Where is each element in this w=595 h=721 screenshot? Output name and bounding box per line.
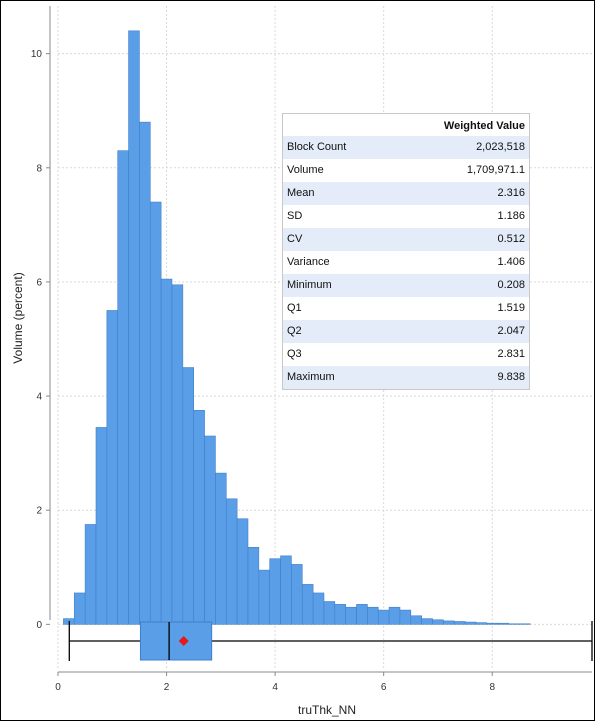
stats-row-label: Maximum xyxy=(287,371,335,383)
y-tick-label: 6 xyxy=(36,277,42,288)
box-iqr xyxy=(139,621,213,661)
histogram-bar xyxy=(149,201,162,625)
histogram-bar xyxy=(519,623,531,625)
stats-row-label: Q3 xyxy=(287,348,302,360)
histogram-bar xyxy=(128,30,140,625)
stats-row: Q2 2.047 xyxy=(283,320,529,343)
histogram-bar xyxy=(464,621,477,625)
stats-row-value: 0.208 xyxy=(497,279,525,291)
stats-row-value: 9.838 xyxy=(497,371,525,383)
y-axis-title: Volume (percent) xyxy=(11,272,25,363)
histogram-bar xyxy=(106,310,119,625)
histogram-bar xyxy=(443,620,455,625)
histogram-bar xyxy=(258,569,270,625)
x-tick-label: 0 xyxy=(55,682,61,693)
stats-table: Weighted Value Block Count 2,023,518 Volum… xyxy=(282,113,530,390)
stats-row: Block Count 2,023,518 xyxy=(283,136,529,159)
histogram-bar xyxy=(410,615,422,625)
stats-row: CV 0.512 xyxy=(283,228,529,251)
stats-row-value: 2.047 xyxy=(497,325,525,337)
histogram-bars xyxy=(63,30,531,625)
stats-header: Weighted Value xyxy=(443,120,525,132)
histogram-bar xyxy=(280,555,292,625)
histogram-bar xyxy=(475,622,488,625)
stats-rows: Block Count 2,023,518 Volume 1,709,971.1 Mea… xyxy=(283,136,529,389)
stats-row-value: 2,023,518 xyxy=(476,141,525,153)
stats-row: Mean 2.316 xyxy=(283,182,529,205)
histogram-bar xyxy=(334,604,346,625)
stats-row: Minimum 0.208 xyxy=(283,274,529,297)
box-mean-marker xyxy=(178,636,189,646)
stats-row-label: Q1 xyxy=(287,302,302,314)
histogram-bar xyxy=(84,524,97,625)
x-tick-label: 8 xyxy=(489,682,495,693)
histogram-bar xyxy=(117,150,129,625)
histogram-bar xyxy=(367,606,379,625)
x-axis-title: truThk_NN xyxy=(298,703,356,717)
histogram-bar xyxy=(497,622,509,625)
box-plot xyxy=(68,621,593,661)
stats-row-label: SD xyxy=(287,210,303,222)
stats-row: Q1 1.519 xyxy=(283,297,529,320)
stats-row-value: 0.512 xyxy=(497,233,525,245)
y-tick-label: 0 xyxy=(36,620,42,631)
x-tick-label: 2 xyxy=(164,682,170,693)
histogram-bar xyxy=(171,284,184,625)
histogram-bar xyxy=(432,619,444,625)
stats-row-value: 1.406 xyxy=(497,256,525,268)
histogram-bar xyxy=(95,427,108,625)
histogram-bar xyxy=(269,558,281,625)
x-tick-label: 6 xyxy=(381,682,387,693)
histogram-bar xyxy=(312,592,325,625)
histogram-bar xyxy=(204,435,216,625)
stats-row-label: CV xyxy=(287,233,303,245)
stats-row-label: Minimum xyxy=(287,279,332,291)
stats-row-label: Block Count xyxy=(287,141,347,153)
stats-row-value: 2.316 xyxy=(497,187,525,199)
histogram-bar xyxy=(225,498,238,625)
histogram-bar xyxy=(247,547,260,625)
histogram-bar xyxy=(139,121,151,625)
stats-row: Maximum 9.838 xyxy=(283,366,529,389)
histogram-bar xyxy=(486,622,498,625)
histogram-bar xyxy=(356,604,368,625)
stats-row-label: Mean xyxy=(287,187,315,199)
stats-row-value: 1,709,971.1 xyxy=(466,164,525,176)
histogram-bar xyxy=(388,606,401,625)
stats-row-value: 1.519 xyxy=(497,302,525,314)
histogram-bar xyxy=(73,592,86,625)
stats-row-label: Q2 xyxy=(287,325,302,337)
stats-row-label: Variance xyxy=(287,256,330,268)
stats-row: SD 1.186 xyxy=(283,205,529,228)
x-tick-label: 4 xyxy=(272,682,278,693)
y-tick-label: 8 xyxy=(36,163,42,174)
histogram-bar xyxy=(399,609,412,625)
histogram-bar xyxy=(508,623,520,625)
stats-row: Volume 1,709,971.1 xyxy=(283,159,529,182)
histogram-bar xyxy=(291,564,303,625)
y-tick-label: 10 xyxy=(31,49,43,60)
histogram-bar xyxy=(301,584,314,625)
stats-row: Q3 2.831 xyxy=(283,343,529,366)
histogram-bar xyxy=(215,472,227,625)
histogram-bar xyxy=(421,618,433,625)
histogram-bar xyxy=(236,518,249,625)
stats-row-value: 1.186 xyxy=(497,210,525,222)
stats-row-value: 2.831 xyxy=(497,348,525,360)
histogram-bar xyxy=(377,609,390,625)
y-tick-label: 4 xyxy=(36,392,42,403)
histogram-bar xyxy=(193,410,205,625)
histogram-bar xyxy=(160,278,173,625)
histogram-bar xyxy=(323,601,336,625)
stats-row: Variance 1.406 xyxy=(283,251,529,274)
stats-row-label: Volume xyxy=(287,164,324,176)
axes: 0 2 4 6 8 0 2 4 6 8 10 xyxy=(31,6,592,693)
y-tick-label: 2 xyxy=(36,506,42,517)
histogram-bar xyxy=(182,367,194,625)
histogram-bar xyxy=(345,606,357,625)
histogram-bar xyxy=(453,621,466,625)
